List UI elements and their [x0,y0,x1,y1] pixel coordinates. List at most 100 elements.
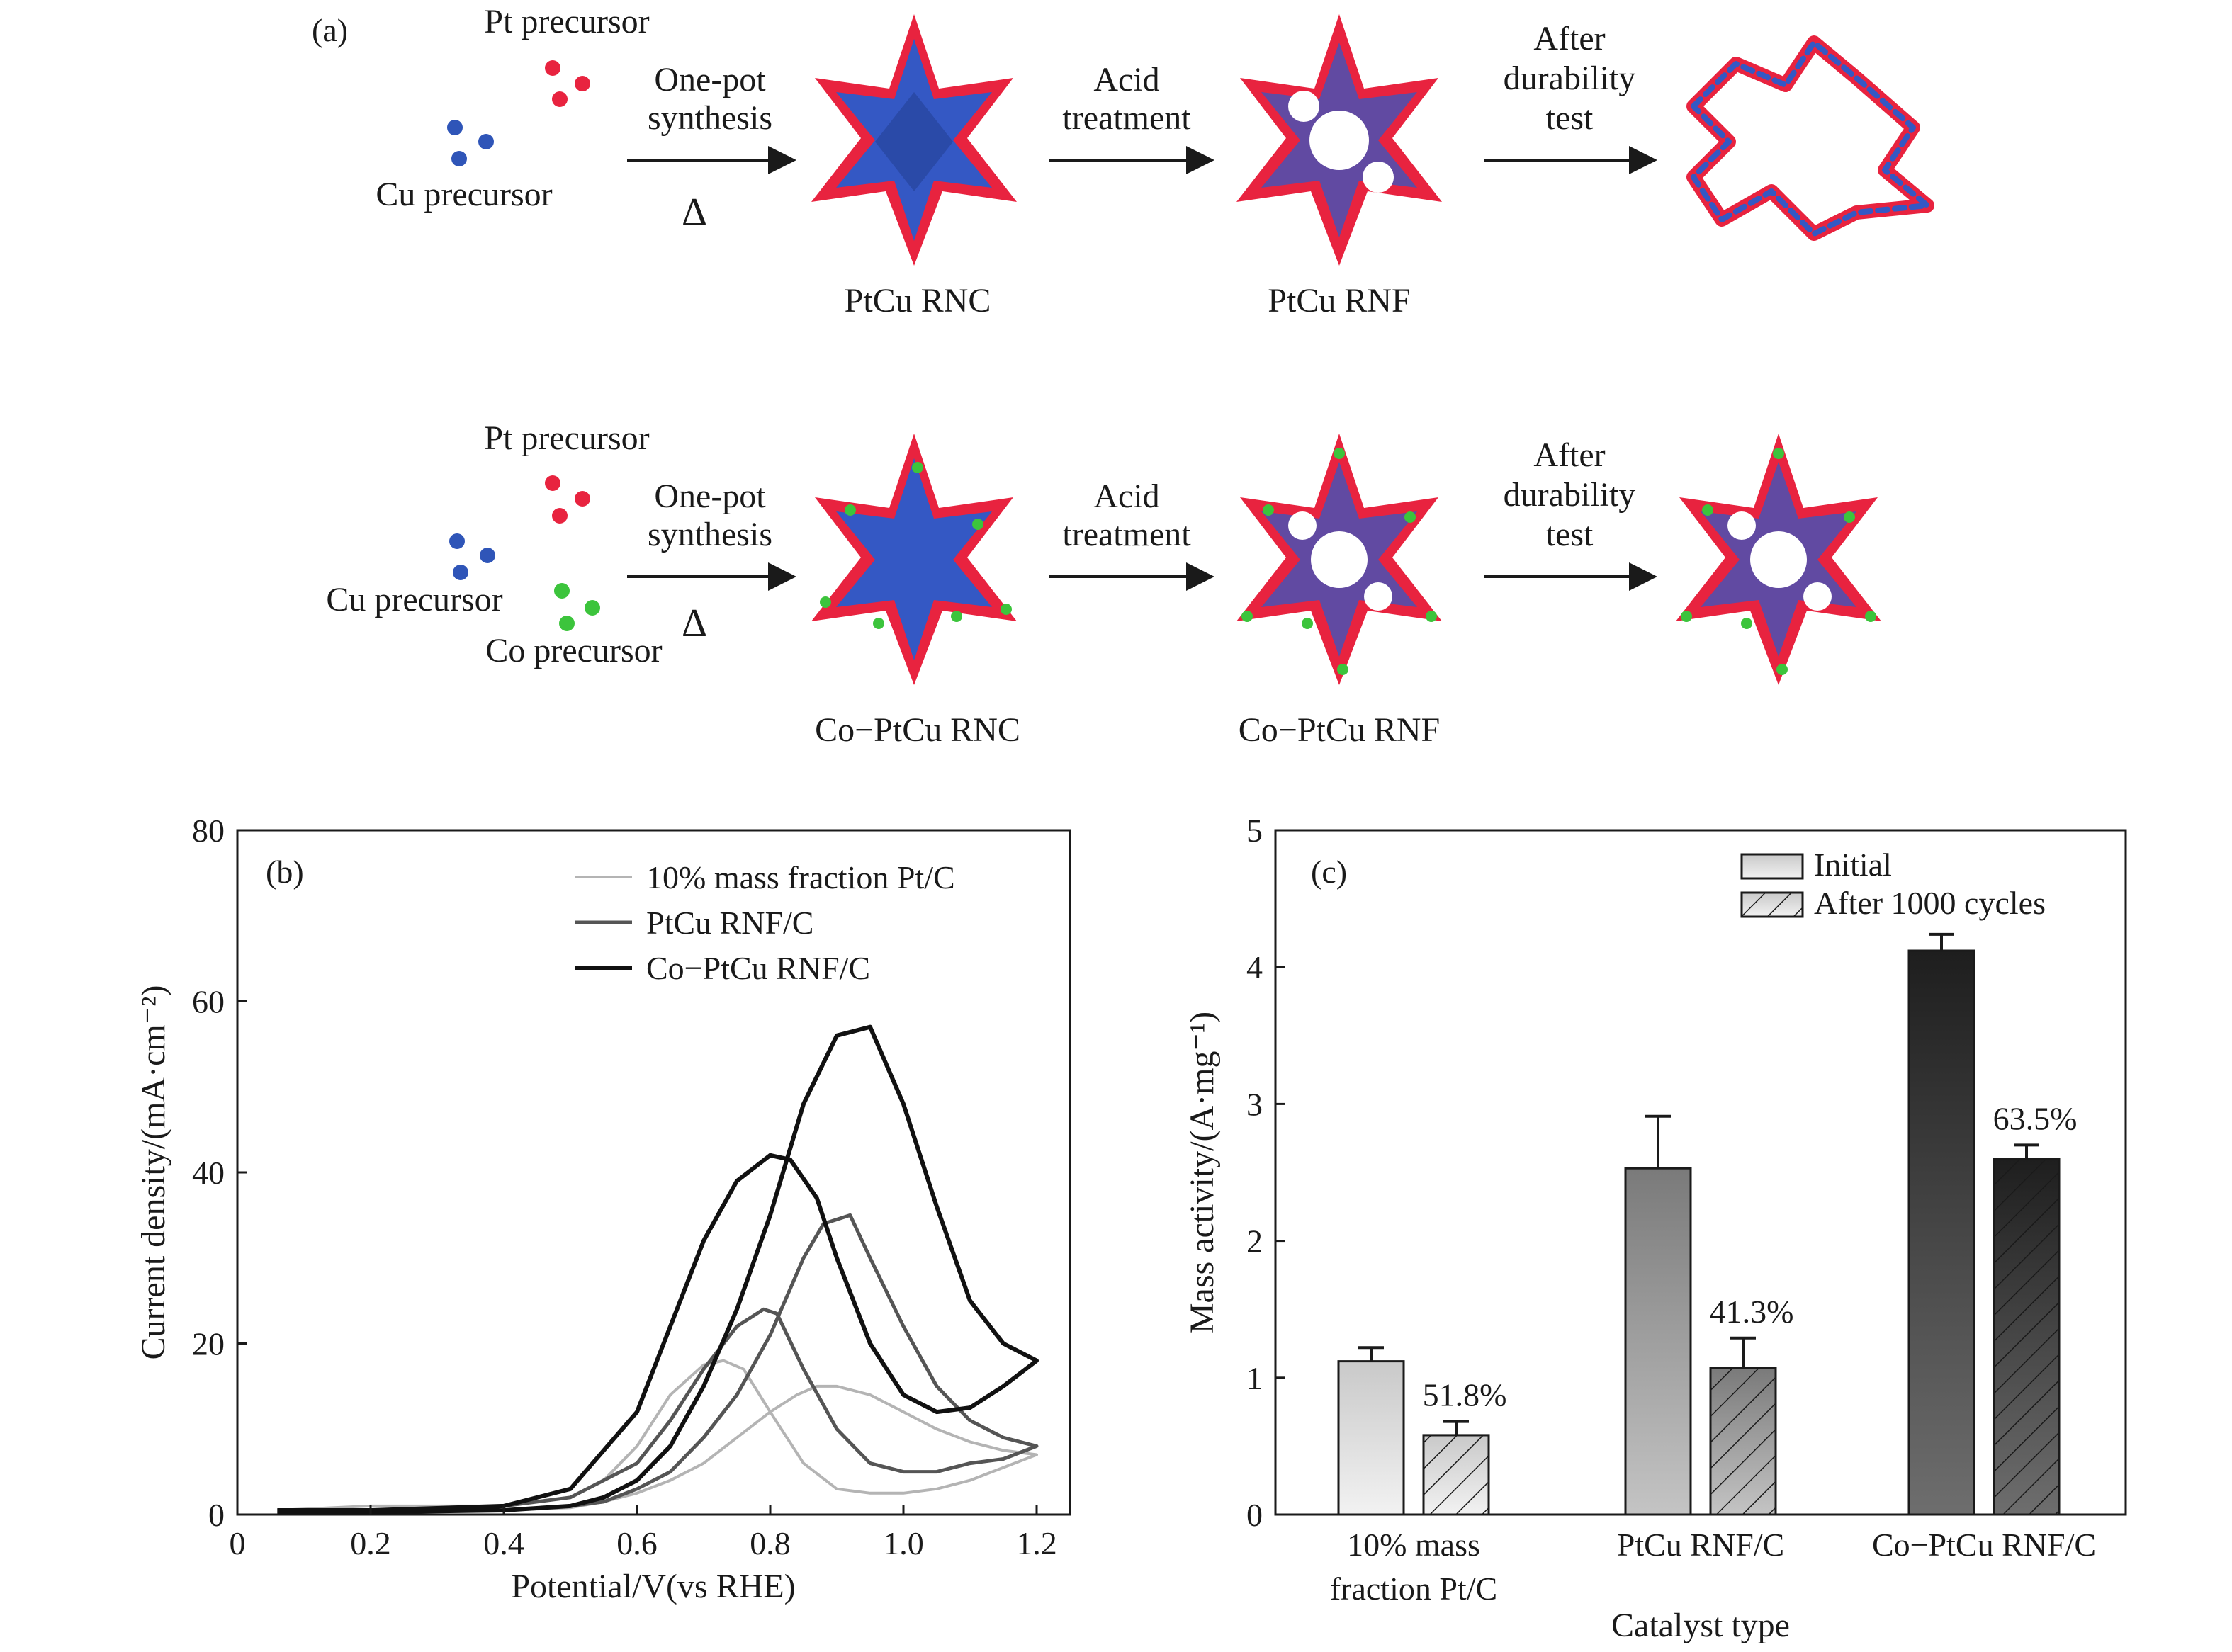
chart-c-bar-hatch [1422,1434,1490,1516]
chart-b-x-ticks: 0 0.2 0.4 0.6 0.8 1.0 1.2 [230,1505,1057,1561]
row2-step1-line2: synthesis [648,516,772,553]
chart-c-bar-initial-3 [1907,949,1975,1516]
chart-b-ytick-label: 60 [192,984,225,1020]
chart-b-legend-label: 10% mass fraction Pt/C [646,859,955,895]
chart-b-xtick-label: 0.6 [616,1525,658,1561]
chart-b-xtick-label: 0.4 [483,1525,524,1561]
row1: Pt precursor Cu precursor One-pot synthe… [376,3,1934,319]
chart-b-ytick-label: 40 [192,1155,225,1191]
chart-c-bar-hatch [1709,1367,1777,1516]
chart-c-bar-hatch [1993,1158,2061,1516]
pt-atom-icon [552,91,568,107]
panel-a: (a) Pt precursor Cu precursor One-pot sy… [312,3,1934,749]
row2-step2-line1: Acid [1093,477,1159,515]
row2-step2-line2: treatment [1062,516,1191,553]
chart-b-xtick-label: 0.2 [350,1525,391,1561]
chart-c-retention-label: 41.3% [1710,1294,1794,1330]
chart-c-bars-group: 51.8% 41.3% 63.5% [1337,932,2078,1516]
chart-b-ytick-label: 20 [192,1326,225,1362]
chart-c-legend-swatch-hatch [1740,891,1804,918]
chart-c-category-label: 10% mass [1347,1527,1480,1563]
chart-b-ytick-label: 80 [192,813,225,849]
cu-atom-icon [453,565,468,580]
cu-atom-icon [478,134,494,149]
co-atom-icon [559,616,575,631]
chart-c-ytick-label: 5 [1246,813,1263,849]
co-ptcu-rnc-nanocrystal [811,434,1017,685]
row1-step2-line1: Acid [1093,61,1159,98]
chart-c-legend-label: Initial [1814,847,1892,883]
chart-c-bar-initial-1 [1337,1360,1405,1516]
chart-c-category-label: fraction Pt/C [1330,1571,1497,1607]
chart-c-ytick-label: 0 [1246,1497,1263,1533]
chart-b-xtick-label: 0.8 [750,1525,791,1561]
ptcu-rnf-nanoframe [1236,14,1442,266]
chart-b-series-line-1 [277,1359,1038,1514]
row2-pt-precursor-label: Pt precursor [484,419,649,457]
row1-heat-symbol: Δ [682,191,707,234]
pt-atom-icon [552,508,568,524]
chart-b-ylabel: Current density/(mA·cm⁻²) [135,985,172,1360]
chart-b-ytick-label: 0 [208,1497,225,1533]
chart-b-xtick-label: 0 [230,1525,246,1561]
chart-c-ytick-label: 3 [1246,1086,1263,1122]
row1-step3-line1: After [1533,20,1605,57]
chart-c-legend-label: After 1000 cycles [1814,885,2046,921]
chart-b-series-line-3 [277,1024,1039,1515]
row1-pt-precursor-label: Pt precursor [484,3,649,40]
cu-atom-icon [449,533,465,549]
chart-b-panel-tag: (b) [266,854,304,890]
chart-b-series-group [277,1024,1039,1515]
row2-cu-precursor-label: Cu precursor [326,581,502,618]
row1-cu-precursor-label: Cu precursor [376,176,552,213]
chart-c-panel-tag: (c) [1311,854,1347,890]
chart-b-legend: 10% mass fraction Pt/C PtCu RNF/C Co−PtCu … [575,859,955,986]
row1-step1-line1: One-pot [654,61,766,98]
chart-c-retention-label: 51.8% [1423,1377,1507,1413]
chart-c-ytick-label: 1 [1246,1360,1263,1396]
pt-atom-icon [545,475,560,491]
panel-c-bar-chart: (c) 51.8% 41.3% 63.5% 0 1 2 3 4 5 10% mass fract… [1183,813,2127,1644]
co-ptcu-rnf-nanoframe [1236,434,1442,685]
row2-product1-label: Co−PtCu RNC [815,711,1020,749]
chart-c-ylabel: Mass activity/(A·mg⁻¹) [1183,1012,1221,1333]
row2-step3-line2: durability [1504,476,1636,514]
row2-step3-line1: After [1533,436,1605,474]
chart-b-y-ticks: 0 20 40 60 80 [192,813,247,1533]
chart-c-frame [1274,829,2127,1516]
chart-c-ytick-label: 4 [1246,949,1263,985]
chart-b-series-line-2 [277,1213,1039,1514]
row1-step1-line2: synthesis [648,99,772,137]
co-atom-icon [554,583,570,599]
row2-heat-symbol: Δ [682,601,707,645]
pt-atom-icon [575,76,590,91]
row1-step2-line2: treatment [1062,99,1191,137]
co-atom-icon [585,600,600,616]
chart-c-y-ticks: 0 1 2 3 4 5 [1246,813,1285,1533]
row1-product1-label: PtCu RNC [845,282,991,319]
panel-b-line-chart: (b) 0 0.2 0.4 0.6 0.8 1.0 1.2 0 20 40 60 80 10% ma… [135,813,1071,1605]
row2-co-precursor-label: Co precursor [485,632,662,669]
chart-c-category-label: Co−PtCu RNF/C [1872,1527,2096,1563]
chart-c-legend-swatch [1740,853,1804,880]
row2-product2-label: Co−PtCu RNF [1239,711,1441,749]
chart-c-retention-label: 63.5% [1993,1100,2078,1136]
chart-c-xlabel: Catalyst type [1611,1607,1790,1644]
chart-c-bar-initial-2 [1624,1167,1692,1516]
cu-atom-icon [447,120,463,135]
chart-c-category-labels: 10% mass fraction Pt/C PtCu RNF/C Co−PtCu R… [1330,1527,2096,1607]
ptcu-rnc-nanocrystal [811,14,1017,266]
row2-step1-line1: One-pot [654,477,766,515]
chart-c-category-label: PtCu RNF/C [1617,1527,1785,1563]
pt-atom-icon [575,491,590,507]
chart-b-legend-label: Co−PtCu RNF/C [646,950,870,986]
pt-atom-icon [545,60,560,76]
panel-a-tag: (a) [312,12,348,48]
row2-step3-line3: test [1546,516,1594,553]
row1-step3-line2: durability [1504,60,1636,97]
row2: Pt precursor Cu precursor Co precursor O… [326,419,1881,749]
row1-step3-line3: test [1546,99,1594,137]
cu-atom-icon [451,151,467,166]
